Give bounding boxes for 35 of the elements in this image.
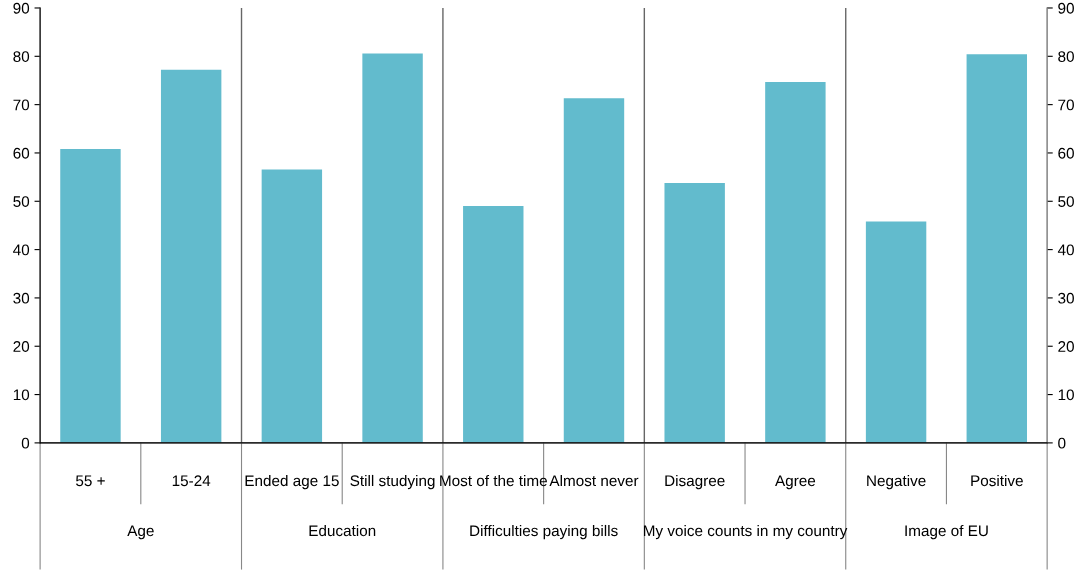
x-tick-label: Almost never [549, 474, 639, 487]
y2-tick-label: 70 [1058, 99, 1074, 111]
text: Age [127, 525, 154, 540]
y-tick-label: 50 [13, 196, 30, 207]
y-tick-label: 30 [13, 292, 30, 304]
x-tick-label: Positive [971, 474, 1023, 487]
y-tick-label: 20 [13, 341, 30, 352]
x-tick-label: Disagree [665, 474, 725, 490]
y2-tick-label: 0 [1058, 437, 1066, 449]
x-tick-label: 55 + [75, 475, 105, 487]
x-tick-label: Most of the time [440, 474, 547, 487]
x-tick-label: Ended age 15 [245, 474, 339, 490]
x-tick-label: Negative [867, 474, 926, 490]
x-tick-label: Still studying [350, 474, 435, 490]
text: Difficulties paying bills [470, 524, 618, 540]
y-tick-label: 70 [13, 99, 30, 111]
x-tick-label: 15-24 [172, 475, 211, 487]
y2-tick-label: 90 [1058, 2, 1074, 14]
text: Education [309, 524, 376, 537]
y2-tick-label: 80 [1058, 51, 1074, 62]
y2-tick-label: 20 [1058, 341, 1074, 352]
y-tick-label: 0 [21, 437, 30, 449]
y2-tick-label: 30 [1058, 292, 1074, 304]
text: Image of EU [905, 524, 988, 540]
y2-tick-label: 10 [1058, 389, 1074, 401]
y-tick-label: 10 [13, 389, 30, 401]
y-tick-label: 40 [13, 244, 30, 256]
y-tick-label: 90 [13, 2, 30, 14]
x-tick-label: Agree [775, 475, 816, 490]
y2-tick-label: 50 [1058, 196, 1074, 207]
y2-tick-label: 60 [1058, 147, 1074, 159]
text: My voice counts in my country [643, 524, 848, 540]
y-tick-label: 80 [13, 51, 30, 62]
y-tick-label: 60 [13, 147, 30, 159]
y2-tick-label: 40 [1057, 244, 1074, 256]
